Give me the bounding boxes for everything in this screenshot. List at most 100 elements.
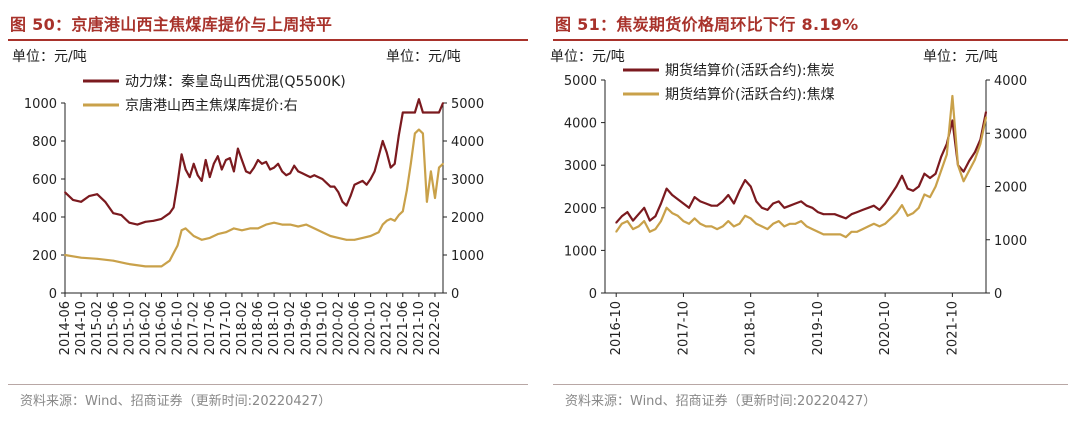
series-2-point xyxy=(273,221,275,224)
y-tick-label-right: 0 xyxy=(451,287,459,302)
series-2-point xyxy=(822,233,825,236)
series-2-point xyxy=(727,220,730,223)
right-axis-unit: 单位：元/吨 xyxy=(386,49,461,65)
x-tick-label: 2022-02 xyxy=(428,301,443,355)
series-2-point xyxy=(233,227,235,230)
series-1-point xyxy=(850,213,853,216)
series-1-point xyxy=(721,200,724,203)
series-1-point xyxy=(144,220,147,223)
series-1-point xyxy=(643,206,646,209)
x-tick-label: 2015-10 xyxy=(122,301,137,355)
x-tick-label: 2020-10 xyxy=(364,301,379,355)
series-2-point xyxy=(833,233,836,236)
series-2-point xyxy=(168,259,171,262)
x-tick-label: 2019-02 xyxy=(283,301,298,355)
series-1-point xyxy=(253,166,255,169)
x-tick-label: 2021-10 xyxy=(945,301,960,355)
series-2-point xyxy=(369,235,372,237)
series-1-point xyxy=(794,202,797,205)
series-2-point xyxy=(733,225,735,228)
series-1-point xyxy=(985,111,987,113)
title-rule xyxy=(553,39,1068,41)
series-2-point xyxy=(64,254,66,256)
series-1-point xyxy=(923,172,926,175)
series-2-point xyxy=(805,225,808,228)
series-2-point xyxy=(361,237,364,239)
series-1-point xyxy=(749,185,752,188)
x-tick-label: 2020-06 xyxy=(348,301,363,355)
series-1-point xyxy=(261,162,263,165)
series-1-point xyxy=(216,155,219,158)
series-2-point xyxy=(353,238,356,241)
footer-rule xyxy=(8,384,528,385)
x-tick-label: 2015-02 xyxy=(90,301,105,355)
series-1-point xyxy=(196,174,199,177)
series-1-point xyxy=(229,157,231,160)
series-2-point xyxy=(873,222,875,225)
y-tick-label-left: 2000 xyxy=(564,202,597,217)
series-1-point xyxy=(766,209,769,211)
series-1-point xyxy=(341,200,344,203)
series-2-point xyxy=(755,222,758,225)
chart-title: 图 50：京唐港山西主焦煤库提价与上周持平 xyxy=(10,15,333,34)
series-1-point xyxy=(699,200,702,203)
series-1-point xyxy=(180,153,183,156)
series-2-point xyxy=(305,223,308,226)
series-1-point xyxy=(373,170,376,173)
source-note: 资料来源：Wind、招商证券（更新时间:20220427） xyxy=(565,394,877,409)
series-2-point xyxy=(699,222,702,225)
x-tick-label: 2021-06 xyxy=(396,301,411,355)
x-tick-label: 2017-02 xyxy=(187,301,202,355)
series-1-point xyxy=(822,213,825,216)
series-2-point xyxy=(660,220,662,223)
series-1-point xyxy=(833,213,836,216)
series-2-point xyxy=(878,225,881,228)
series-1-point xyxy=(637,213,640,216)
series-1-point xyxy=(632,219,634,222)
series-1-point xyxy=(430,111,432,114)
series-2-point xyxy=(789,222,791,225)
series-2-point xyxy=(906,214,909,217)
series-2-point xyxy=(321,231,324,234)
legend-label: 期货结算价(活跃合约):焦炭 xyxy=(665,62,835,79)
legend-label: 期货结算价(活跃合约):焦煤 xyxy=(665,86,835,103)
series-2-point xyxy=(817,230,819,233)
series-2-point xyxy=(761,225,763,228)
series-1-point xyxy=(817,211,819,214)
series-1-point xyxy=(777,200,780,203)
series-1-point xyxy=(321,178,324,180)
series-1-point xyxy=(168,212,171,215)
y-tick-label-left: 400 xyxy=(32,211,57,226)
series-1-point xyxy=(761,206,763,209)
legend-label: 动力煤：秦皇岛山西优混(Q5500K) xyxy=(125,74,346,90)
series-1-point xyxy=(249,172,251,175)
series-1-point xyxy=(313,174,316,177)
series-1-point xyxy=(349,195,352,198)
series-2-point xyxy=(442,162,444,165)
series-1-point xyxy=(369,178,372,180)
series-1-point xyxy=(973,151,976,154)
series-1-point xyxy=(184,168,187,171)
series-2-point xyxy=(929,196,931,199)
series-2-point xyxy=(721,225,724,228)
series-2-point xyxy=(985,116,987,119)
series-2-point xyxy=(225,231,227,234)
series-1-point xyxy=(128,221,131,224)
series-1-point xyxy=(861,209,864,211)
series-1-point xyxy=(245,170,247,173)
series-2-point xyxy=(648,230,651,233)
series-1-point xyxy=(289,172,292,175)
series-1-point xyxy=(811,206,814,209)
series-2-point xyxy=(405,189,408,192)
series-1-point xyxy=(225,159,227,161)
series-1-point xyxy=(192,162,195,165)
series-2-point xyxy=(884,222,886,225)
series-1-point xyxy=(620,215,623,218)
series-2-point xyxy=(397,214,400,217)
series-1-point xyxy=(353,183,356,186)
series-1-point xyxy=(357,181,360,184)
series-2-point xyxy=(289,223,292,226)
x-tick-label: 2016-02 xyxy=(138,301,153,355)
series-2-point xyxy=(800,220,802,223)
series-2-point xyxy=(912,212,915,215)
